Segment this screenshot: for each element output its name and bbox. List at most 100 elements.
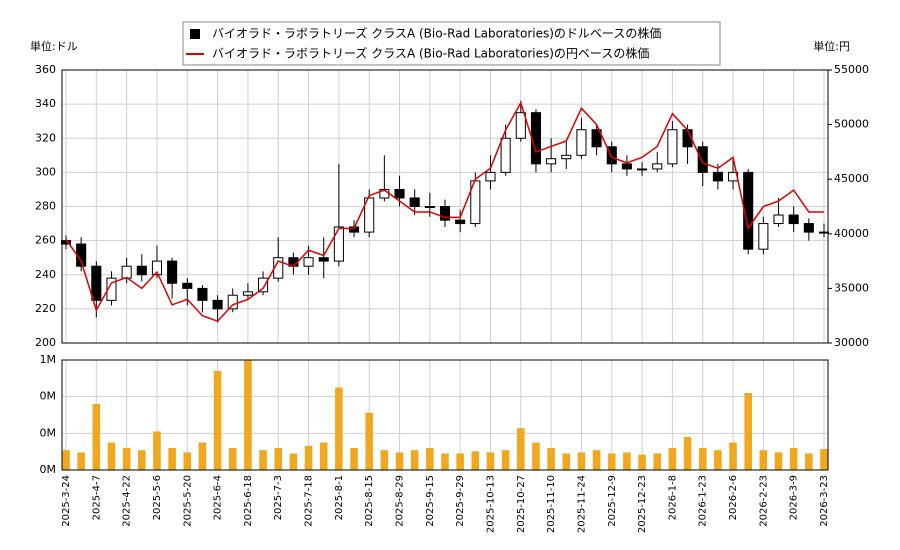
volume-bar (350, 448, 358, 470)
candle-body (197, 287, 208, 301)
candle-body (485, 171, 496, 182)
x-tick-label: 2026-3-23 (819, 475, 830, 527)
volume-bar (395, 452, 404, 470)
x-tick-label: 2026-1-8 (667, 475, 678, 520)
x-tick-label: 2025-4-7 (91, 475, 102, 520)
y2-tick-label: 45000 (834, 172, 869, 185)
y-tick-label: 1M (40, 353, 57, 366)
volume-bar (456, 453, 464, 470)
volume-bar (107, 442, 116, 470)
volume-bar (562, 453, 571, 470)
volume-bar (501, 450, 510, 470)
x-tick-label: 2026-1-23 (698, 475, 709, 527)
volume-bar (820, 449, 828, 470)
x-tick-label: 2025-10-13 (485, 475, 496, 533)
y2-tick-label: 55000 (834, 63, 869, 76)
candle-body (652, 163, 663, 170)
plot-frame (61, 359, 829, 471)
volume-bar (77, 452, 85, 470)
volume-bar (714, 450, 722, 470)
candle-body (743, 171, 754, 250)
x-tick-label: 2025-3-24 (61, 475, 72, 527)
volume-bar (805, 453, 813, 470)
volume-bar (517, 428, 525, 470)
candle-body (167, 260, 178, 284)
candle-body (394, 188, 405, 199)
volume-bar (304, 445, 313, 470)
volume-bar (683, 437, 692, 470)
y2-unit-label: 単位:円 (813, 39, 850, 53)
candle-body (424, 206, 435, 208)
y-tick-label: 280 (35, 200, 56, 213)
candle-body (697, 146, 708, 173)
candle-body (576, 129, 587, 156)
candle-body (91, 265, 102, 301)
volume-bar (183, 452, 192, 470)
volume-bar (592, 450, 601, 470)
candle-body (318, 257, 329, 262)
candle-body (500, 137, 511, 173)
candle-body (712, 171, 723, 182)
volume-bar (759, 450, 768, 470)
volume-bar (198, 442, 207, 470)
volume-bar (410, 450, 419, 470)
x-tick-label: 2026-3-9 (789, 475, 800, 520)
candle-body (106, 277, 117, 301)
volume-bar (653, 453, 662, 470)
legend-box (182, 21, 721, 66)
x-tick-label: 2026-2-6 (728, 475, 739, 520)
volume-bar (319, 442, 328, 470)
volume-bar (426, 448, 434, 470)
candle-body (803, 223, 814, 233)
volume-bar (668, 448, 677, 470)
volume-bar (62, 450, 70, 470)
volume-bar (744, 393, 752, 470)
volume-bar (729, 442, 737, 470)
y-tick-label: 220 (35, 302, 56, 315)
volume-bar (259, 450, 267, 470)
volume-bar (213, 371, 222, 470)
volume-bar (122, 448, 131, 470)
x-tick-label: 2025-11-24 (576, 475, 587, 533)
legend-label: バイオラド・ラボラトリーズ クラスA (Bio-Rad Laboratories… (212, 46, 649, 61)
y-tick-label: 200 (35, 336, 56, 349)
y-tick-label: 0M (40, 390, 57, 403)
x-tick-label: 2025-6-18 (243, 475, 254, 527)
candle-body (606, 146, 617, 165)
volume-bar (623, 452, 631, 470)
x-tick-label: 2025-8-29 (395, 475, 406, 527)
candle-body (667, 129, 678, 165)
candle-body (151, 260, 163, 276)
candle-body (773, 214, 784, 225)
candle-body (212, 299, 223, 310)
plot-frame (61, 69, 829, 344)
y-tick-label: 260 (35, 234, 56, 247)
candle-body (818, 231, 830, 234)
volume-bar (274, 448, 283, 470)
price-line (65, 100, 824, 323)
volume-bar (547, 448, 555, 470)
volume-bar (774, 452, 783, 470)
y-tick-label: 320 (35, 131, 56, 144)
volume-bar (380, 450, 389, 470)
candle-body (409, 197, 420, 207)
candle-body (121, 265, 132, 279)
y2-tick-label: 40000 (834, 227, 869, 240)
x-tick-label: 2025-10-27 (516, 475, 527, 533)
x-tick-label: 2025-12-23 (637, 475, 648, 533)
volume-bar (532, 442, 540, 470)
volume-bar (789, 448, 798, 470)
volume-bar (638, 454, 646, 470)
y-unit-label: 単位:ドル (30, 39, 78, 53)
candle-body (333, 226, 344, 262)
volume-bar (365, 412, 373, 470)
candle-body (455, 219, 466, 225)
y-tick-label: 240 (35, 268, 56, 281)
legend-marker (190, 29, 200, 39)
legend-label: バイオラド・ラボラトリーズ クラスA (Bio-Rad Laboratories… (212, 26, 661, 41)
volume-bar (138, 450, 146, 470)
candle-body (364, 197, 375, 233)
y-tick-label: 340 (35, 97, 56, 110)
x-tick-label: 2025-5-20 (182, 475, 193, 527)
